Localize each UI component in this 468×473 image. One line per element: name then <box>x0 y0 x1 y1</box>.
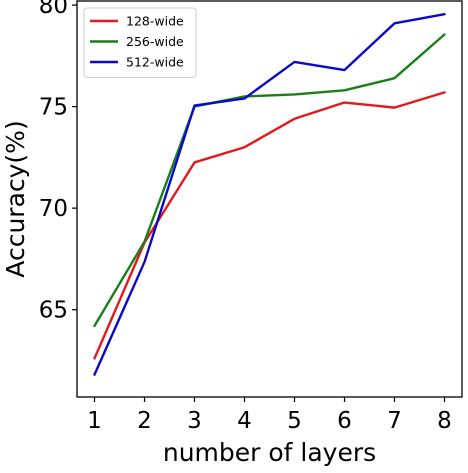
legend-label: 256-wide <box>126 34 184 49</box>
x-tick-label: 6 <box>337 408 352 434</box>
x-ticks: 1 2 3 4 5 6 7 8 <box>87 397 452 434</box>
y-tick-label: 70 <box>39 196 68 222</box>
x-tick-label: 7 <box>387 408 402 434</box>
series-line-128-wide <box>93 91 446 360</box>
series-line-512-wide <box>93 12 446 376</box>
x-tick-label: 1 <box>87 408 102 434</box>
legend-label: 128-wide <box>126 14 184 29</box>
series-layer <box>93 12 446 376</box>
x-tick-label: 2 <box>137 408 152 434</box>
series-line-256-wide <box>93 33 446 328</box>
x-tick-label: 5 <box>287 408 302 434</box>
plot-frame <box>76 0 463 398</box>
y-ticks: 65 70 75 80 <box>39 0 77 324</box>
x-tick-label: 3 <box>187 408 202 434</box>
y-axis-title: Accuracy(%) <box>1 120 30 277</box>
legend-label: 512-wide <box>126 55 184 70</box>
x-tick-label: 4 <box>237 408 252 434</box>
y-tick-label: 65 <box>39 298 68 324</box>
y-tick-label: 75 <box>39 95 68 121</box>
x-axis-title: number of layers <box>163 438 376 467</box>
y-tick-label: 80 <box>39 0 68 19</box>
legend-box <box>83 7 197 78</box>
legend: 128-wide 256-wide 512-wide <box>83 7 197 78</box>
x-tick-label: 8 <box>437 408 452 434</box>
